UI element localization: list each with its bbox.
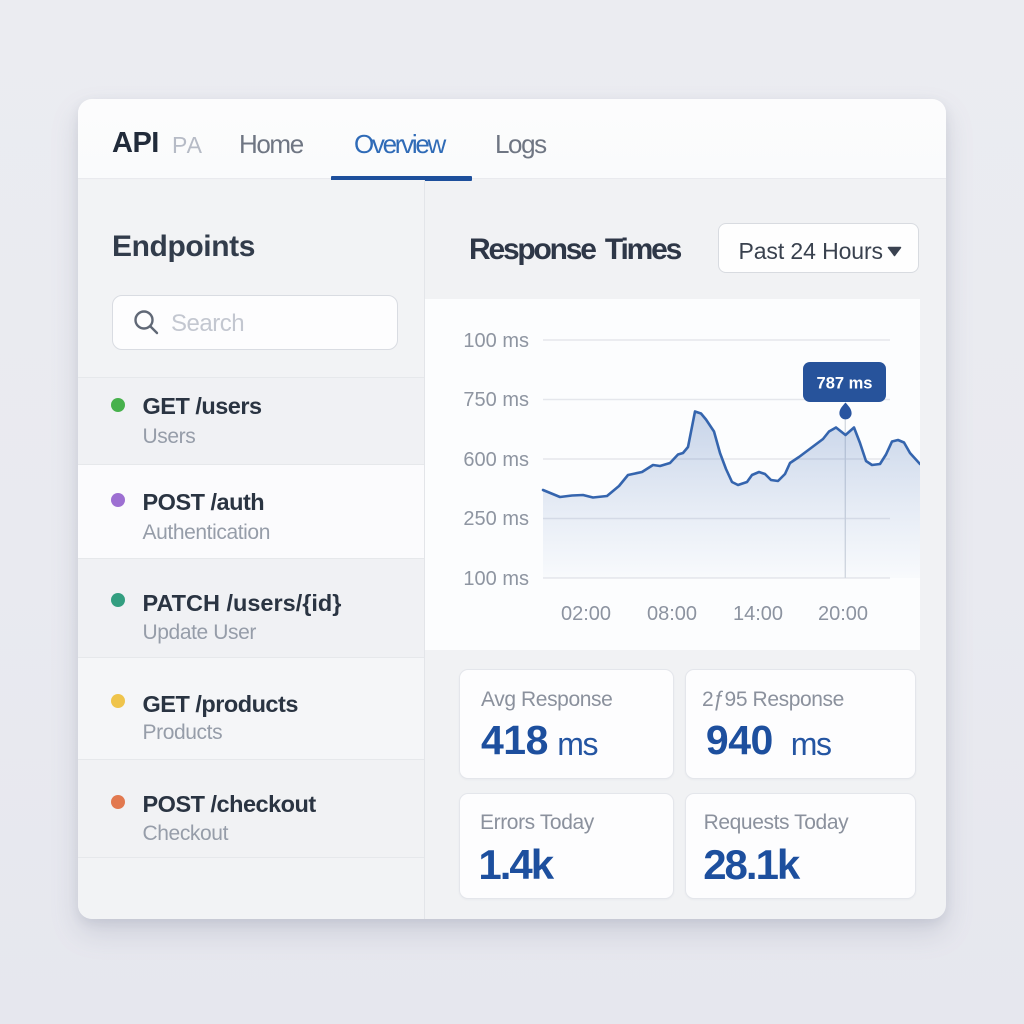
svg-text:787 ms: 787 ms [817, 374, 873, 392]
